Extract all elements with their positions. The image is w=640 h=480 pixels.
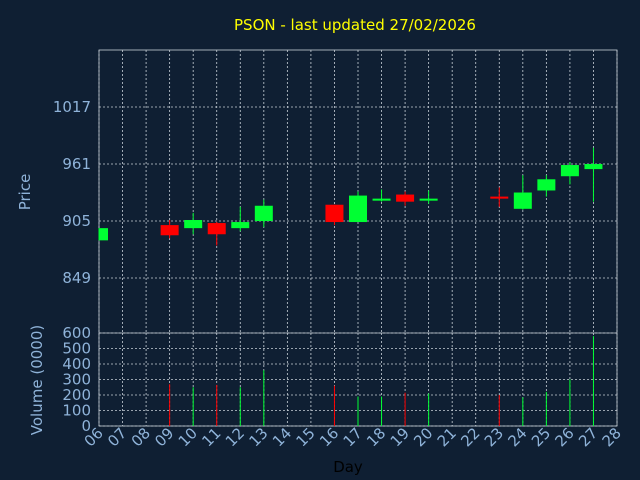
x-tick-label: 26 [552, 424, 578, 450]
x-tick-label: 15 [293, 424, 319, 450]
x-tick-label: 27 [575, 424, 601, 450]
x-axis-label: Day [333, 458, 363, 476]
y-tick-label: 1017 [53, 98, 91, 116]
y2-tick-label: 100 [62, 402, 91, 420]
x-tick-label: 25 [528, 424, 554, 450]
y-tick-label: 961 [62, 155, 91, 173]
x-tick-label: 22 [457, 424, 483, 450]
x-tick-label: 13 [245, 424, 271, 450]
candle-body [584, 164, 603, 170]
x-tick-label: 09 [151, 424, 177, 450]
y-axis-label: Price [16, 174, 34, 211]
y2-axis-label: Volume (0000) [28, 325, 46, 435]
candle-body [372, 198, 391, 201]
x-tick-label: 16 [316, 424, 342, 450]
y2-tick-label: 0 [81, 417, 91, 435]
candle-body [560, 165, 579, 177]
x-tick-label: 10 [175, 424, 201, 450]
x-tick-label: 17 [340, 424, 366, 450]
candle-body [160, 225, 179, 236]
x-tick-label: 12 [222, 424, 248, 450]
candle-body [184, 220, 203, 229]
candle-body [231, 222, 250, 229]
candle-body [99, 228, 108, 241]
candle-body [396, 194, 415, 202]
x-tick-label: 07 [104, 424, 130, 450]
x-tick-label: 23 [481, 424, 507, 450]
candle-body [325, 204, 344, 223]
y-tick-label: 905 [62, 212, 91, 230]
x-tick-label: 08 [128, 424, 154, 450]
y2-tick-label: 600 [62, 324, 91, 342]
x-tick-label: 19 [387, 424, 413, 450]
candle-body [419, 198, 438, 201]
x-tick-label: 14 [269, 424, 295, 450]
x-tick-label: 18 [363, 424, 389, 450]
candle-body [537, 179, 556, 191]
y2-tick-label: 400 [62, 355, 91, 373]
chart-title: PSON - last updated 27/02/2026 [234, 16, 476, 34]
x-tick-label: 11 [198, 424, 224, 450]
x-tick-label: 21 [434, 424, 460, 450]
y2-tick-label: 200 [62, 386, 91, 404]
x-tick-label: 28 [599, 424, 625, 450]
y2-tick-label: 500 [62, 340, 91, 358]
candle-body [207, 223, 226, 235]
y2-tick-label: 300 [62, 371, 91, 389]
x-tick-label: 20 [410, 424, 436, 450]
candle-body [490, 196, 509, 199]
candle-body [254, 205, 273, 222]
candle-body [513, 192, 532, 209]
x-tick-label: 24 [504, 424, 530, 450]
candle-body [349, 195, 367, 223]
y-tick-label: 849 [62, 269, 91, 287]
